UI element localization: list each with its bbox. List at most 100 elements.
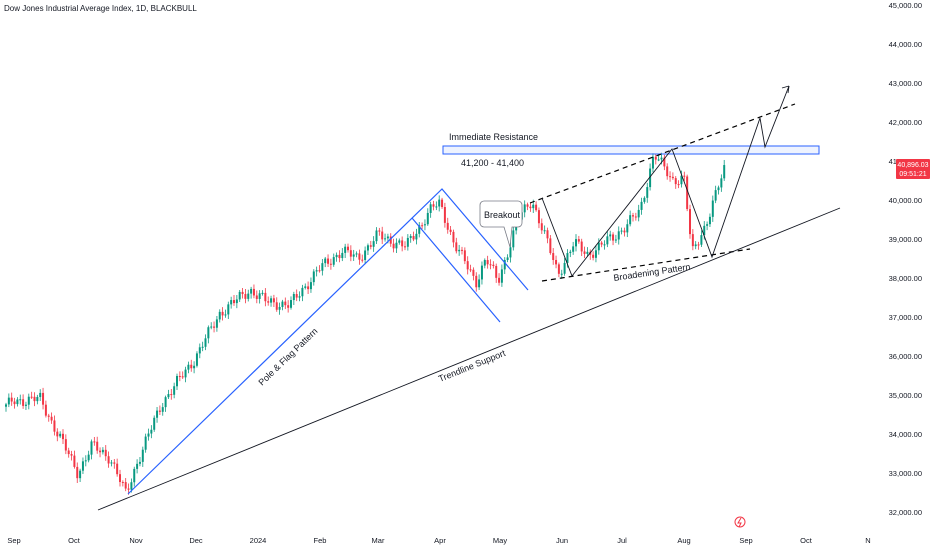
broadening-lower-line[interactable] bbox=[541, 248, 751, 282]
candle-body bbox=[201, 346, 204, 348]
candle-body bbox=[441, 199, 444, 208]
candle-body bbox=[258, 293, 261, 299]
candle-body bbox=[469, 269, 472, 271]
candle-body bbox=[30, 396, 33, 398]
candle-body bbox=[284, 301, 287, 306]
candle-body bbox=[537, 210, 540, 224]
candle-body bbox=[161, 407, 164, 412]
candle-body bbox=[133, 468, 136, 483]
current-price-label: 40,896.03 bbox=[897, 162, 928, 169]
x-tick-label: Feb bbox=[314, 536, 327, 545]
candle-body bbox=[167, 394, 170, 398]
candle-body bbox=[292, 294, 295, 301]
candle-body bbox=[281, 301, 284, 307]
broadening-upper-line[interactable] bbox=[529, 103, 796, 204]
candle-body bbox=[461, 249, 463, 251]
candle-body bbox=[156, 410, 159, 418]
candle-body bbox=[338, 254, 341, 259]
candle-body bbox=[492, 264, 495, 266]
candle-body bbox=[39, 392, 42, 398]
candle-body bbox=[318, 270, 321, 272]
candle-body bbox=[577, 239, 580, 242]
candle-body bbox=[432, 204, 435, 207]
y-tick-label: 39,000.00 bbox=[889, 235, 922, 244]
candle-body bbox=[218, 311, 221, 320]
y-tick-label: 43,000.00 bbox=[889, 79, 922, 88]
trendline-support[interactable] bbox=[97, 207, 841, 511]
candle-body bbox=[566, 253, 569, 263]
candle-body bbox=[173, 386, 176, 395]
candle-body bbox=[623, 230, 626, 233]
candle-body bbox=[651, 156, 654, 169]
candle-body bbox=[235, 299, 238, 304]
price-axis[interactable]: 32,000.00 33,000.00 34,000.00 35,000.00 36,0… bbox=[889, 1, 922, 517]
pole-and-flag-lines[interactable] bbox=[127, 188, 529, 495]
candle-body bbox=[335, 254, 338, 258]
x-tick-label: May bbox=[493, 536, 507, 545]
candle-body bbox=[116, 463, 119, 475]
candle-body bbox=[369, 245, 372, 247]
candle-body bbox=[178, 375, 181, 377]
candle-body bbox=[384, 238, 387, 240]
candle-body bbox=[660, 157, 663, 160]
x-tick-label: Sep bbox=[7, 536, 20, 545]
candles bbox=[5, 152, 726, 495]
candle-body bbox=[19, 399, 22, 401]
candle-body bbox=[529, 206, 532, 209]
candle-body bbox=[654, 156, 657, 160]
candle-body bbox=[569, 251, 572, 254]
time-axis[interactable]: Sep Oct Nov Dec 2024 Feb Mar Apr May Jun Jul Aug Sep… bbox=[7, 536, 870, 545]
candle-body bbox=[483, 260, 486, 266]
y-tick-label: 34,000.00 bbox=[889, 430, 922, 439]
candle-body bbox=[247, 293, 250, 299]
candle-body bbox=[298, 296, 301, 298]
candle-body bbox=[572, 246, 575, 252]
candle-body bbox=[76, 466, 79, 479]
candle-body bbox=[560, 273, 563, 275]
candle-body bbox=[634, 216, 637, 218]
chart-title: Dow Jones Industrial Average Index, 1D, … bbox=[4, 4, 197, 13]
candle-body bbox=[341, 252, 344, 259]
candle-body bbox=[213, 326, 216, 328]
candle-body bbox=[42, 392, 45, 405]
candle-body bbox=[646, 187, 649, 198]
candle-body bbox=[119, 474, 121, 483]
breakout-callout[interactable] bbox=[479, 200, 523, 248]
candle-body bbox=[612, 234, 615, 241]
candle-body bbox=[47, 415, 50, 417]
candle-body bbox=[463, 250, 466, 262]
candle-body bbox=[315, 270, 318, 272]
candle-body bbox=[84, 460, 87, 462]
candle-body bbox=[176, 375, 178, 387]
candle-body bbox=[711, 200, 714, 217]
resistance-zone[interactable] bbox=[442, 145, 820, 155]
candle-body bbox=[412, 236, 415, 240]
candle-body bbox=[392, 243, 395, 249]
candle-body bbox=[378, 230, 381, 232]
projected-wave-path[interactable] bbox=[541, 85, 790, 277]
candle-body bbox=[640, 201, 643, 210]
current-price-tag: 40,896.03 09:51:21 bbox=[896, 159, 930, 179]
candle-body bbox=[233, 300, 235, 304]
pole-flag-label: Pole & Flag Pattern bbox=[256, 326, 319, 387]
candle-body bbox=[150, 429, 153, 434]
drawings[interactable]: Immediate Resistance 41,200 - 41,400 Pol… bbox=[97, 85, 841, 511]
candle-body bbox=[113, 462, 116, 464]
candle-body bbox=[478, 279, 481, 288]
candle-body bbox=[198, 347, 201, 354]
flag-lower-line[interactable] bbox=[411, 217, 501, 323]
candle-body bbox=[170, 394, 173, 396]
trendline-label: Trendline Support bbox=[437, 348, 507, 384]
candle-body bbox=[329, 263, 332, 265]
candle-body bbox=[592, 254, 595, 258]
lightning-icon[interactable] bbox=[734, 516, 746, 528]
candle-body bbox=[540, 223, 543, 231]
candle-body bbox=[669, 176, 672, 178]
candle-body bbox=[67, 450, 70, 455]
candle-body bbox=[409, 236, 412, 238]
y-tick-label: 45,000.00 bbox=[889, 1, 922, 10]
candle-body bbox=[121, 482, 124, 484]
candle-body bbox=[552, 253, 555, 260]
candle-body bbox=[486, 260, 489, 265]
